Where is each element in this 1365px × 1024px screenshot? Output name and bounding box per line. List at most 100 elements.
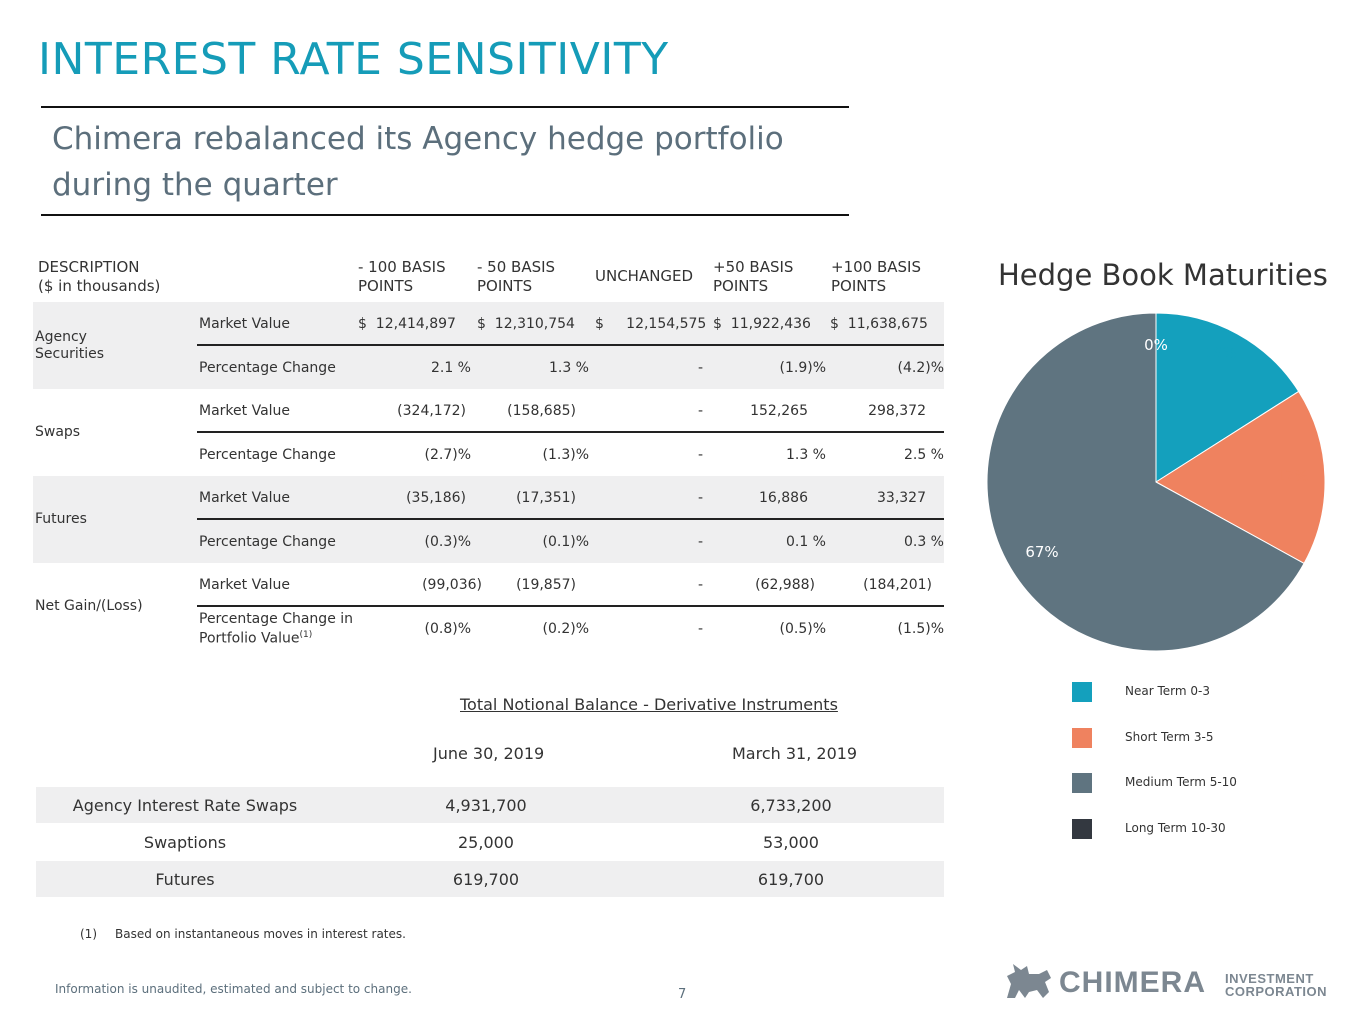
- table-row: Market Value (99,036) (19,857) - (62,988…: [199, 563, 944, 606]
- group-agency-securities: Agency Securities Market Value $ 12,414,…: [33, 302, 944, 389]
- cell-plus100: 298,372: [868, 402, 926, 419]
- cell-minus100: (0.8)%: [424, 620, 472, 637]
- row-label: Percentage Change: [199, 446, 336, 463]
- table-row: Percentage Change (2.7)% (1.3)% - 1.3 % …: [199, 433, 944, 476]
- cell-plus50: 16,886: [759, 489, 808, 506]
- row-label: Market Value: [199, 315, 291, 332]
- cell-minus50: $ 12,310,754: [477, 315, 575, 332]
- group-name: Futures: [35, 511, 87, 527]
- header-description: DESCRIPTION: [38, 258, 140, 276]
- table-row: Futures 619,700 619,700: [36, 861, 944, 897]
- cell-minus100: (324,172): [397, 402, 466, 419]
- cell-minus100: (2.7)%: [424, 446, 472, 463]
- notional-current-value: 619,700: [452, 869, 520, 889]
- legend-label: Short Term 3-5: [1125, 729, 1214, 744]
- table-row: Percentage Change 2.1 % 1.3 % - (1.9)% (…: [199, 346, 944, 389]
- pie-slice-near-term-0-3: [1155, 312, 1300, 483]
- notional-current-value: 4,931,700: [445, 795, 527, 815]
- footnote-marker: (1): [299, 629, 313, 640]
- cell-minus50: (0.1)%: [542, 533, 590, 550]
- cell-minus100: (99,036): [422, 576, 482, 593]
- legend-item: Long Term 10-30: [1072, 817, 1312, 841]
- cell-unchanged: -: [697, 620, 703, 637]
- hedge-maturities-pie-chart: 16% 17% 67% 0%: [986, 312, 1326, 652]
- row-label: Market Value: [199, 402, 291, 419]
- cell-unchanged: -: [697, 533, 703, 550]
- legend-swatch: [1072, 773, 1092, 793]
- row-divider: [197, 605, 944, 607]
- row-label: Market Value: [199, 489, 291, 506]
- group-net-gain-loss: Net Gain/(Loss) Market Value (99,036) (1…: [33, 563, 944, 650]
- header-minus100-points: POINTS: [358, 277, 414, 295]
- cell-minus50: (19,857): [516, 576, 576, 593]
- pie-data-label: 17%: [1275, 467, 1308, 485]
- cell-plus100: $ 11,638,675: [830, 315, 928, 332]
- pie-slice-short-term-3-5: [1155, 390, 1326, 565]
- notional-row-label: Swaptions: [143, 832, 227, 852]
- notional-current-value: 25,000: [458, 832, 514, 852]
- notional-prior-value: 6,733,200: [750, 795, 832, 815]
- table-row: Agency Interest Rate Swaps 4,931,700 6,7…: [36, 787, 944, 823]
- cell-plus50: 152,265: [750, 402, 808, 419]
- row-label-line2: Portfolio Value: [199, 630, 300, 647]
- cell-minus100: (35,186): [406, 489, 466, 506]
- row-label-line1: Percentage Change in: [199, 610, 354, 627]
- notional-prior-value: 619,700: [757, 869, 825, 889]
- cell-minus50: (1.3)%: [542, 446, 590, 463]
- table-row: Market Value $ 12,414,897 $ 12,310,754 $…: [199, 302, 944, 345]
- cell-plus50: 0.1 %: [785, 533, 826, 550]
- row-divider: [197, 344, 944, 346]
- sensitivity-table-header: DESCRIPTION ($ in thousands) - 100 BASIS…: [33, 254, 944, 302]
- footnote-number: (1): [80, 927, 97, 941]
- footnote-text: Based on instantaneous moves in interest…: [115, 927, 406, 941]
- row-label: Market Value: [199, 576, 291, 593]
- notional-row-label: Agency Interest Rate Swaps: [72, 795, 298, 815]
- cell-plus100: (4.2)%: [897, 359, 945, 376]
- group-futures: Futures Market Value (35,186) (17,351) -…: [33, 476, 944, 563]
- cell-plus50: 1.3 %: [785, 446, 826, 463]
- pie-data-label: 0%: [1144, 336, 1168, 354]
- legend-item: Short Term 3-5: [1072, 726, 1312, 750]
- table-row: Market Value (35,186) (17,351) - 16,886 …: [199, 476, 944, 519]
- row-divider: [197, 431, 944, 433]
- table-row: Percentage Change (0.3)% (0.1)% - 0.1 % …: [199, 520, 944, 563]
- legend-item: Medium Term 5-10: [1072, 771, 1312, 795]
- cell-plus50: (0.5)%: [779, 620, 827, 637]
- legend-swatch: [1072, 727, 1092, 748]
- table-row: Market Value (324,172) (158,685) - 152,2…: [199, 389, 944, 432]
- chimera-logo: CHIMERA INVESTMENT CORPORATION: [1003, 962, 1343, 1002]
- legend-item: Near Term 0-3: [1072, 680, 1312, 704]
- page-title: INTEREST RATE SENSITIVITY: [38, 34, 669, 85]
- cell-minus100: (0.3)%: [424, 533, 472, 550]
- pie-data-label: 67%: [1025, 543, 1058, 561]
- header-unchanged: UNCHANGED: [595, 267, 694, 285]
- cell-minus50: (158,685): [507, 402, 576, 419]
- cell-unchanged: -: [697, 446, 703, 463]
- header-plus50-points: POINTS: [713, 277, 769, 295]
- cell-unchanged: -: [697, 359, 703, 376]
- subtitle-top-rule: [41, 106, 849, 108]
- cell-plus50: $ 11,922,436: [713, 315, 811, 332]
- group-swaps: Swaps Market Value (324,172) (158,685) -…: [33, 389, 944, 476]
- subtitle-bottom-rule: [41, 214, 849, 216]
- row-label: Percentage Change in Portfolio Value(1): [199, 607, 353, 650]
- header-minus50: - 50 BASIS: [477, 258, 556, 276]
- group-name: Swaps: [35, 424, 81, 440]
- cell-unchanged: -: [697, 576, 703, 593]
- header-plus100-points: POINTS: [831, 277, 887, 295]
- cell-minus50: (0.2)%: [542, 620, 590, 637]
- row-divider: [197, 518, 944, 520]
- header-units: ($ in thousands): [38, 277, 161, 295]
- notional-date-current: June 30, 2019: [433, 744, 545, 763]
- cell-plus100: 0.3 %: [903, 533, 944, 550]
- group-name: Agency Securities: [35, 328, 105, 362]
- cell-unchanged: -: [697, 402, 703, 419]
- pie-slice-medium-term-5-10: [986, 312, 1305, 652]
- cell-minus100: $ 12,414,897: [358, 315, 456, 332]
- notional-table-title: Total Notional Balance - Derivative Inst…: [460, 695, 838, 714]
- cell-plus100: (184,201): [863, 576, 932, 593]
- cell-plus100: 33,327: [877, 489, 926, 506]
- header-plus100: +100 BASIS: [831, 258, 921, 276]
- legend-swatch: [1072, 818, 1092, 839]
- cell-unchanged: -: [697, 489, 703, 506]
